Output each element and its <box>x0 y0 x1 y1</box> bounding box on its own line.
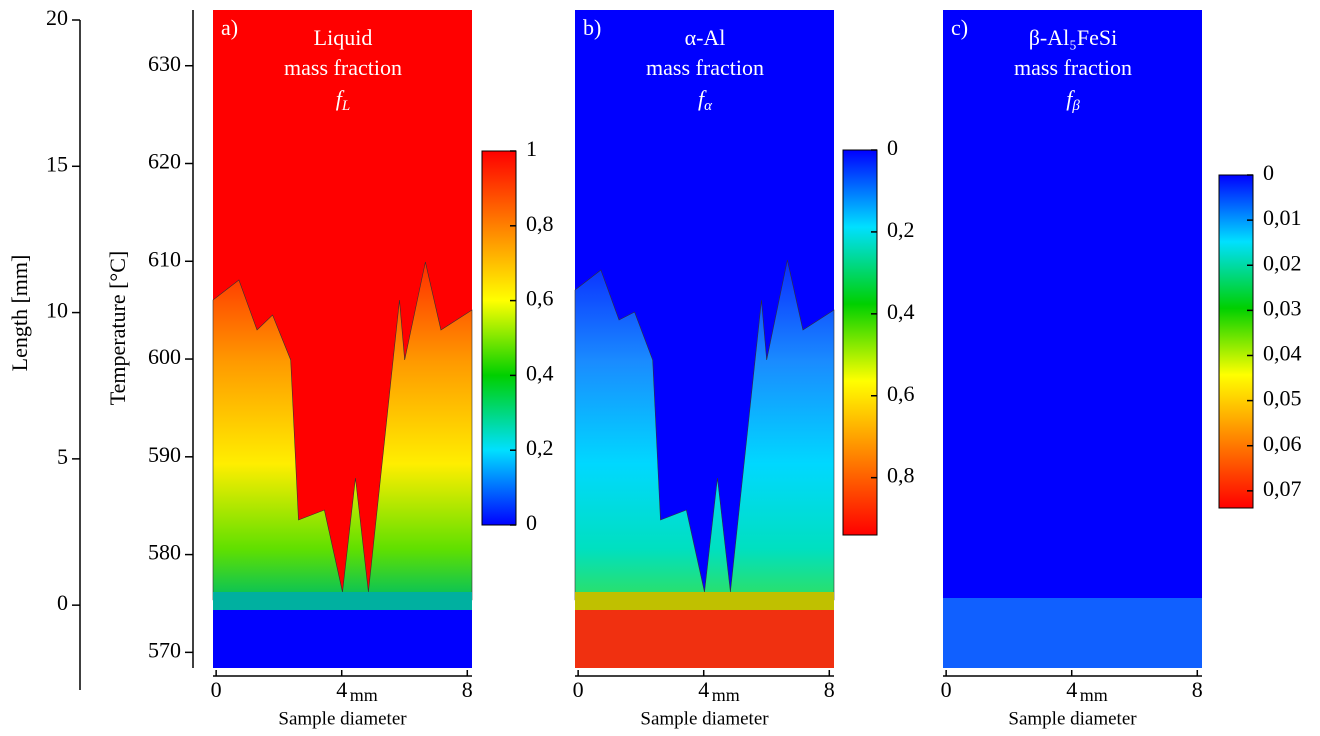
panel-symbol: fL <box>336 86 350 114</box>
panel-tag: a) <box>221 15 238 40</box>
colorbar-tick-label: 1 <box>526 136 537 161</box>
panel-title: α-Al <box>685 25 726 50</box>
x-unit: mm <box>1080 685 1108 705</box>
colorbar-tick-label: 0 <box>1263 160 1274 185</box>
y-tick-label: 600 <box>148 344 181 369</box>
panel-title: β-Al₅FeSi <box>1029 25 1118 50</box>
y-tick-label: 570 <box>148 637 181 662</box>
x-tick-label: 4 <box>336 677 347 702</box>
x-tick-label: 4 <box>1066 677 1077 702</box>
colorbar-tick-label: 0,8 <box>887 463 915 488</box>
bottom-band <box>213 610 472 668</box>
colorbar-tick-label: 0,4 <box>887 299 915 324</box>
y-tick-label: 5 <box>57 444 68 469</box>
x-axis-label: Sample diameter <box>278 708 407 729</box>
contour-band <box>575 592 834 610</box>
symbol-subscript: β <box>1071 98 1080 114</box>
symbol-subscript: α <box>704 98 713 114</box>
x-axis-label: Sample diameter <box>1008 708 1137 729</box>
colorbar-tick-label: 0,06 <box>1263 431 1302 456</box>
contour-band <box>213 592 472 610</box>
x-tick-label: 0 <box>941 677 952 702</box>
colorbar-tick-label: 0 <box>887 135 898 160</box>
symbol-subscript: L <box>341 98 350 114</box>
x-tick-label: 8 <box>824 677 835 702</box>
colorbar <box>842 149 878 536</box>
contour-region <box>574 259 835 601</box>
bottom-band <box>943 598 1202 668</box>
panel-symbol: fβ <box>1066 86 1080 114</box>
colorbar-tick-label: 0,6 <box>526 286 554 311</box>
colorbar-tick-label: 0,8 <box>526 211 554 236</box>
symbol: f <box>698 86 707 111</box>
x-tick-label: 0 <box>211 677 222 702</box>
panel-symbol: fα <box>698 86 713 114</box>
x-tick-label: 0 <box>573 677 584 702</box>
y-tick-label: 15 <box>46 151 68 176</box>
x-axis-label: Sample diameter <box>640 708 769 729</box>
colorbar-tick-label: 0,07 <box>1263 476 1302 501</box>
panel-title: mass fraction <box>646 55 764 80</box>
contour-region <box>212 261 473 601</box>
colorbar-tick-label: 0 <box>526 510 537 535</box>
colorbar-tick-label: 0,01 <box>1263 205 1302 230</box>
temperature-axis-label: Temperature [°C] <box>105 251 130 405</box>
x-tick-label: 4 <box>698 677 709 702</box>
length-axis-label: Length [mm] <box>7 255 32 372</box>
y-tick-label: 0 <box>57 590 68 615</box>
panel-title: Liquid <box>314 25 373 50</box>
colorbar-tick-label: 0,6 <box>887 381 915 406</box>
symbol: f <box>1066 86 1075 111</box>
panel-tag: c) <box>951 15 968 40</box>
colorbar-tick-label: 0,2 <box>526 435 554 460</box>
panel-title: mass fraction <box>1014 55 1132 80</box>
colorbar-tick-label: 0,02 <box>1263 250 1302 275</box>
x-unit: mm <box>350 685 378 705</box>
x-tick-label: 8 <box>1192 677 1203 702</box>
colorbar-tick-label: 0,04 <box>1263 341 1302 366</box>
symbol: f <box>336 86 345 111</box>
y-tick-label: 10 <box>46 298 68 323</box>
panel-tag: b) <box>583 15 601 40</box>
colorbar-tick-label: 0,2 <box>887 217 915 242</box>
y-tick-label: 20 <box>46 5 68 30</box>
colorbar <box>1218 174 1254 509</box>
colorbar-tick-label: 0,4 <box>526 360 554 385</box>
x-tick-label: 8 <box>462 677 473 702</box>
y-tick-label: 580 <box>148 540 181 565</box>
bottom-band <box>575 610 834 668</box>
panel-title: mass fraction <box>284 55 402 80</box>
heatmap-background <box>943 10 1202 668</box>
x-unit: mm <box>712 685 740 705</box>
colorbar-tick-label: 0,03 <box>1263 295 1302 320</box>
y-tick-label: 630 <box>148 51 181 76</box>
y-tick-label: 590 <box>148 442 181 467</box>
y-tick-label: 620 <box>148 149 181 174</box>
y-tick-label: 610 <box>148 246 181 271</box>
colorbar-tick-label: 0,05 <box>1263 386 1302 411</box>
colorbar <box>481 150 517 526</box>
